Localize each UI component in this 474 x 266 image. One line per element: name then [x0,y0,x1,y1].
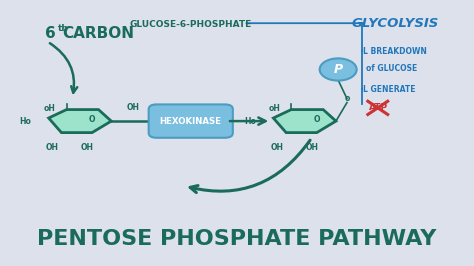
Text: oH: oH [44,104,55,113]
Polygon shape [273,110,336,133]
Text: CARBON: CARBON [62,26,134,41]
Text: L GENERATE: L GENERATE [363,85,415,94]
Text: O: O [89,115,95,124]
Text: oH: oH [268,104,281,113]
Polygon shape [49,110,111,133]
Text: Ho: Ho [244,117,256,126]
FancyBboxPatch shape [149,105,233,138]
Text: OH: OH [127,103,140,112]
Text: P: P [334,63,343,76]
Text: of GLUCOSE: of GLUCOSE [366,64,417,73]
Text: GLYCOLYSIS: GLYCOLYSIS [352,17,439,30]
Text: ATP: ATP [369,103,388,112]
Text: O: O [313,115,320,124]
Text: 6: 6 [46,26,56,41]
Text: OH: OH [46,143,59,152]
Text: th: th [58,24,69,33]
Circle shape [319,58,356,81]
Text: o: o [344,94,350,103]
Text: PENTOSE PHOSPHATE PATHWAY: PENTOSE PHOSPHATE PATHWAY [37,229,437,249]
Text: HEXOKINASE: HEXOKINASE [160,117,222,126]
Text: OH: OH [271,143,284,152]
Text: OH: OH [305,143,318,152]
Text: GLUCOSE-6-PHOSPHATE: GLUCOSE-6-PHOSPHATE [129,20,252,29]
Text: Ho: Ho [19,117,31,126]
Text: L BREAKDOWN: L BREAKDOWN [363,47,427,56]
Text: OH: OH [81,143,93,152]
